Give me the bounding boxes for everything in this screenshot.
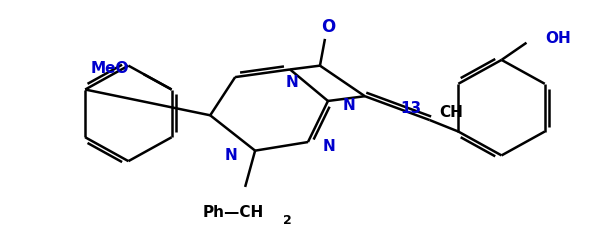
Text: N: N: [225, 148, 237, 163]
Text: N: N: [286, 75, 299, 90]
Text: N: N: [323, 139, 336, 154]
Text: CH: CH: [439, 105, 464, 120]
Text: Ph—CH: Ph—CH: [203, 205, 264, 220]
Text: 2: 2: [283, 214, 292, 227]
Text: N: N: [343, 98, 356, 113]
Text: MeO: MeO: [90, 61, 129, 76]
Text: O: O: [321, 18, 335, 37]
Text: OH: OH: [546, 31, 571, 46]
Text: 13: 13: [401, 101, 422, 116]
